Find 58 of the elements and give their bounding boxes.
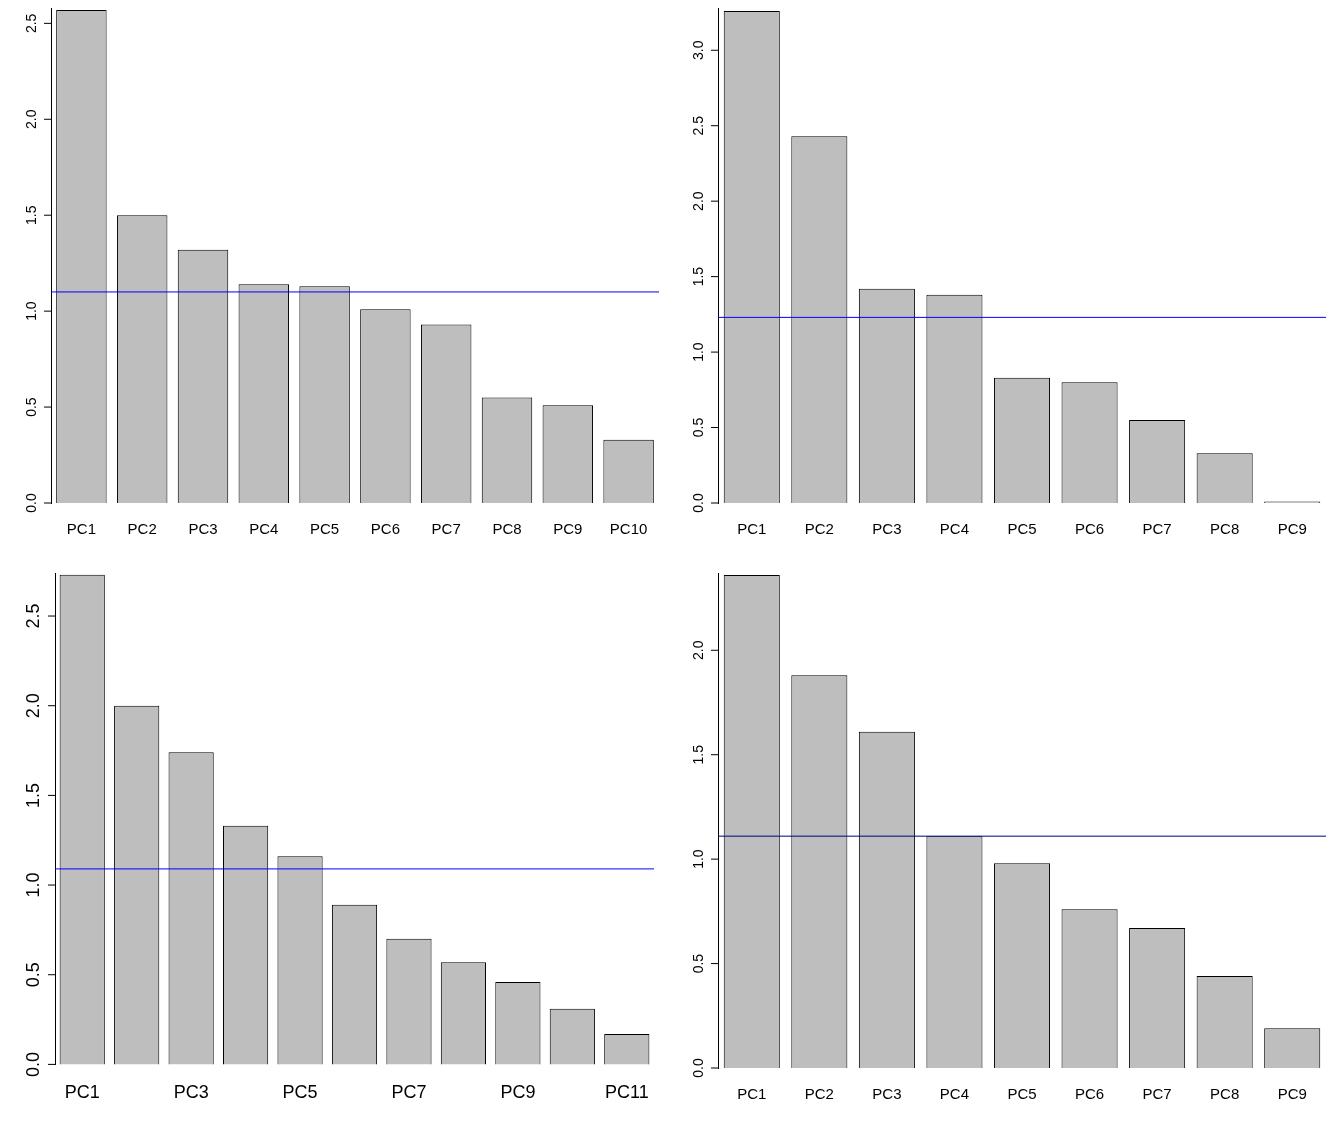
x-tick-label: PC1 (64, 1082, 100, 1103)
x-tick-label: PC6 (1074, 520, 1105, 538)
x-tick-label: PC4 (249, 520, 279, 538)
x-tick-label: PC6 (370, 520, 400, 538)
y-tick-label: 0.5 (689, 953, 706, 974)
x-tick-label: PC9 (1277, 1085, 1307, 1103)
x-tick-label: PC9 (500, 1082, 536, 1103)
x-tick-label: PC5 (1007, 520, 1037, 538)
y-tick-label: 0.0 (689, 1058, 706, 1078)
y-tick-label: 2.5 (22, 13, 39, 34)
x-tick-label: PC8 (1210, 1085, 1240, 1103)
x-tick-label: PC7 (431, 520, 461, 538)
y-tick-label: 1.5 (689, 266, 706, 287)
y-tick-label: 0.5 (689, 417, 706, 438)
x-tick-label: PC5 (310, 520, 340, 538)
x-tick-label: PC3 (872, 1085, 902, 1103)
x-tick-label: PC1 (66, 520, 96, 538)
x-tick-label: PC5 (1007, 1085, 1037, 1103)
y-tick-label: 0.5 (22, 962, 43, 988)
x-tick-label: PC9 (553, 520, 583, 538)
x-tick-label: PC3 (872, 520, 902, 538)
x-tick-label: PC8 (1210, 520, 1240, 538)
x-tick-label: PC4 (939, 1085, 970, 1103)
y-tick-label: 0.0 (689, 493, 706, 513)
x-tick-label: PC7 (391, 1082, 427, 1103)
y-tick-label: 2.0 (689, 640, 706, 661)
x-tick-label: PC9 (1277, 520, 1307, 538)
y-tick-label: 2.5 (22, 603, 43, 629)
x-tick-label: PC1 (737, 1085, 767, 1103)
x-tick-label: PC11 (604, 1082, 649, 1103)
x-tick-label: PC10 (609, 520, 648, 538)
x-tick-label: PC7 (1142, 520, 1172, 538)
x-tick-label: PC2 (804, 1085, 834, 1103)
x-tick-label: PC1 (737, 520, 767, 538)
y-tick-label: 2.0 (22, 109, 39, 130)
y-tick-label: 2.0 (689, 191, 706, 211)
x-tick-label: PC8 (492, 520, 522, 538)
y-tick-label: 1.0 (22, 872, 43, 898)
x-tick-label: PC3 (173, 1082, 209, 1103)
y-tick-label: 3.0 (689, 40, 706, 60)
y-tick-label: 2.0 (22, 693, 43, 719)
y-tick-label: 2.5 (689, 115, 706, 136)
x-tick-label: PC6 (1074, 1085, 1105, 1103)
y-tick-label: 1.5 (22, 205, 39, 225)
x-tick-label: PC2 (804, 520, 834, 538)
x-tick-label: PC5 (282, 1082, 318, 1103)
x-tick-label: PC3 (188, 520, 218, 538)
y-tick-label: 1.5 (689, 744, 706, 765)
x-tick-label: PC7 (1142, 1085, 1172, 1103)
y-tick-label: 1.5 (22, 782, 43, 808)
y-tick-label: 0.5 (22, 397, 39, 417)
x-tick-label: PC2 (127, 520, 157, 538)
x-tick-label: PC4 (939, 520, 970, 538)
y-tick-label: 0.0 (22, 493, 39, 513)
y-tick-label: 0.0 (22, 1051, 43, 1077)
y-tick-label: 1.0 (689, 342, 706, 362)
y-tick-label: 1.0 (689, 849, 706, 869)
y-tick-label: 1.0 (22, 301, 39, 321)
